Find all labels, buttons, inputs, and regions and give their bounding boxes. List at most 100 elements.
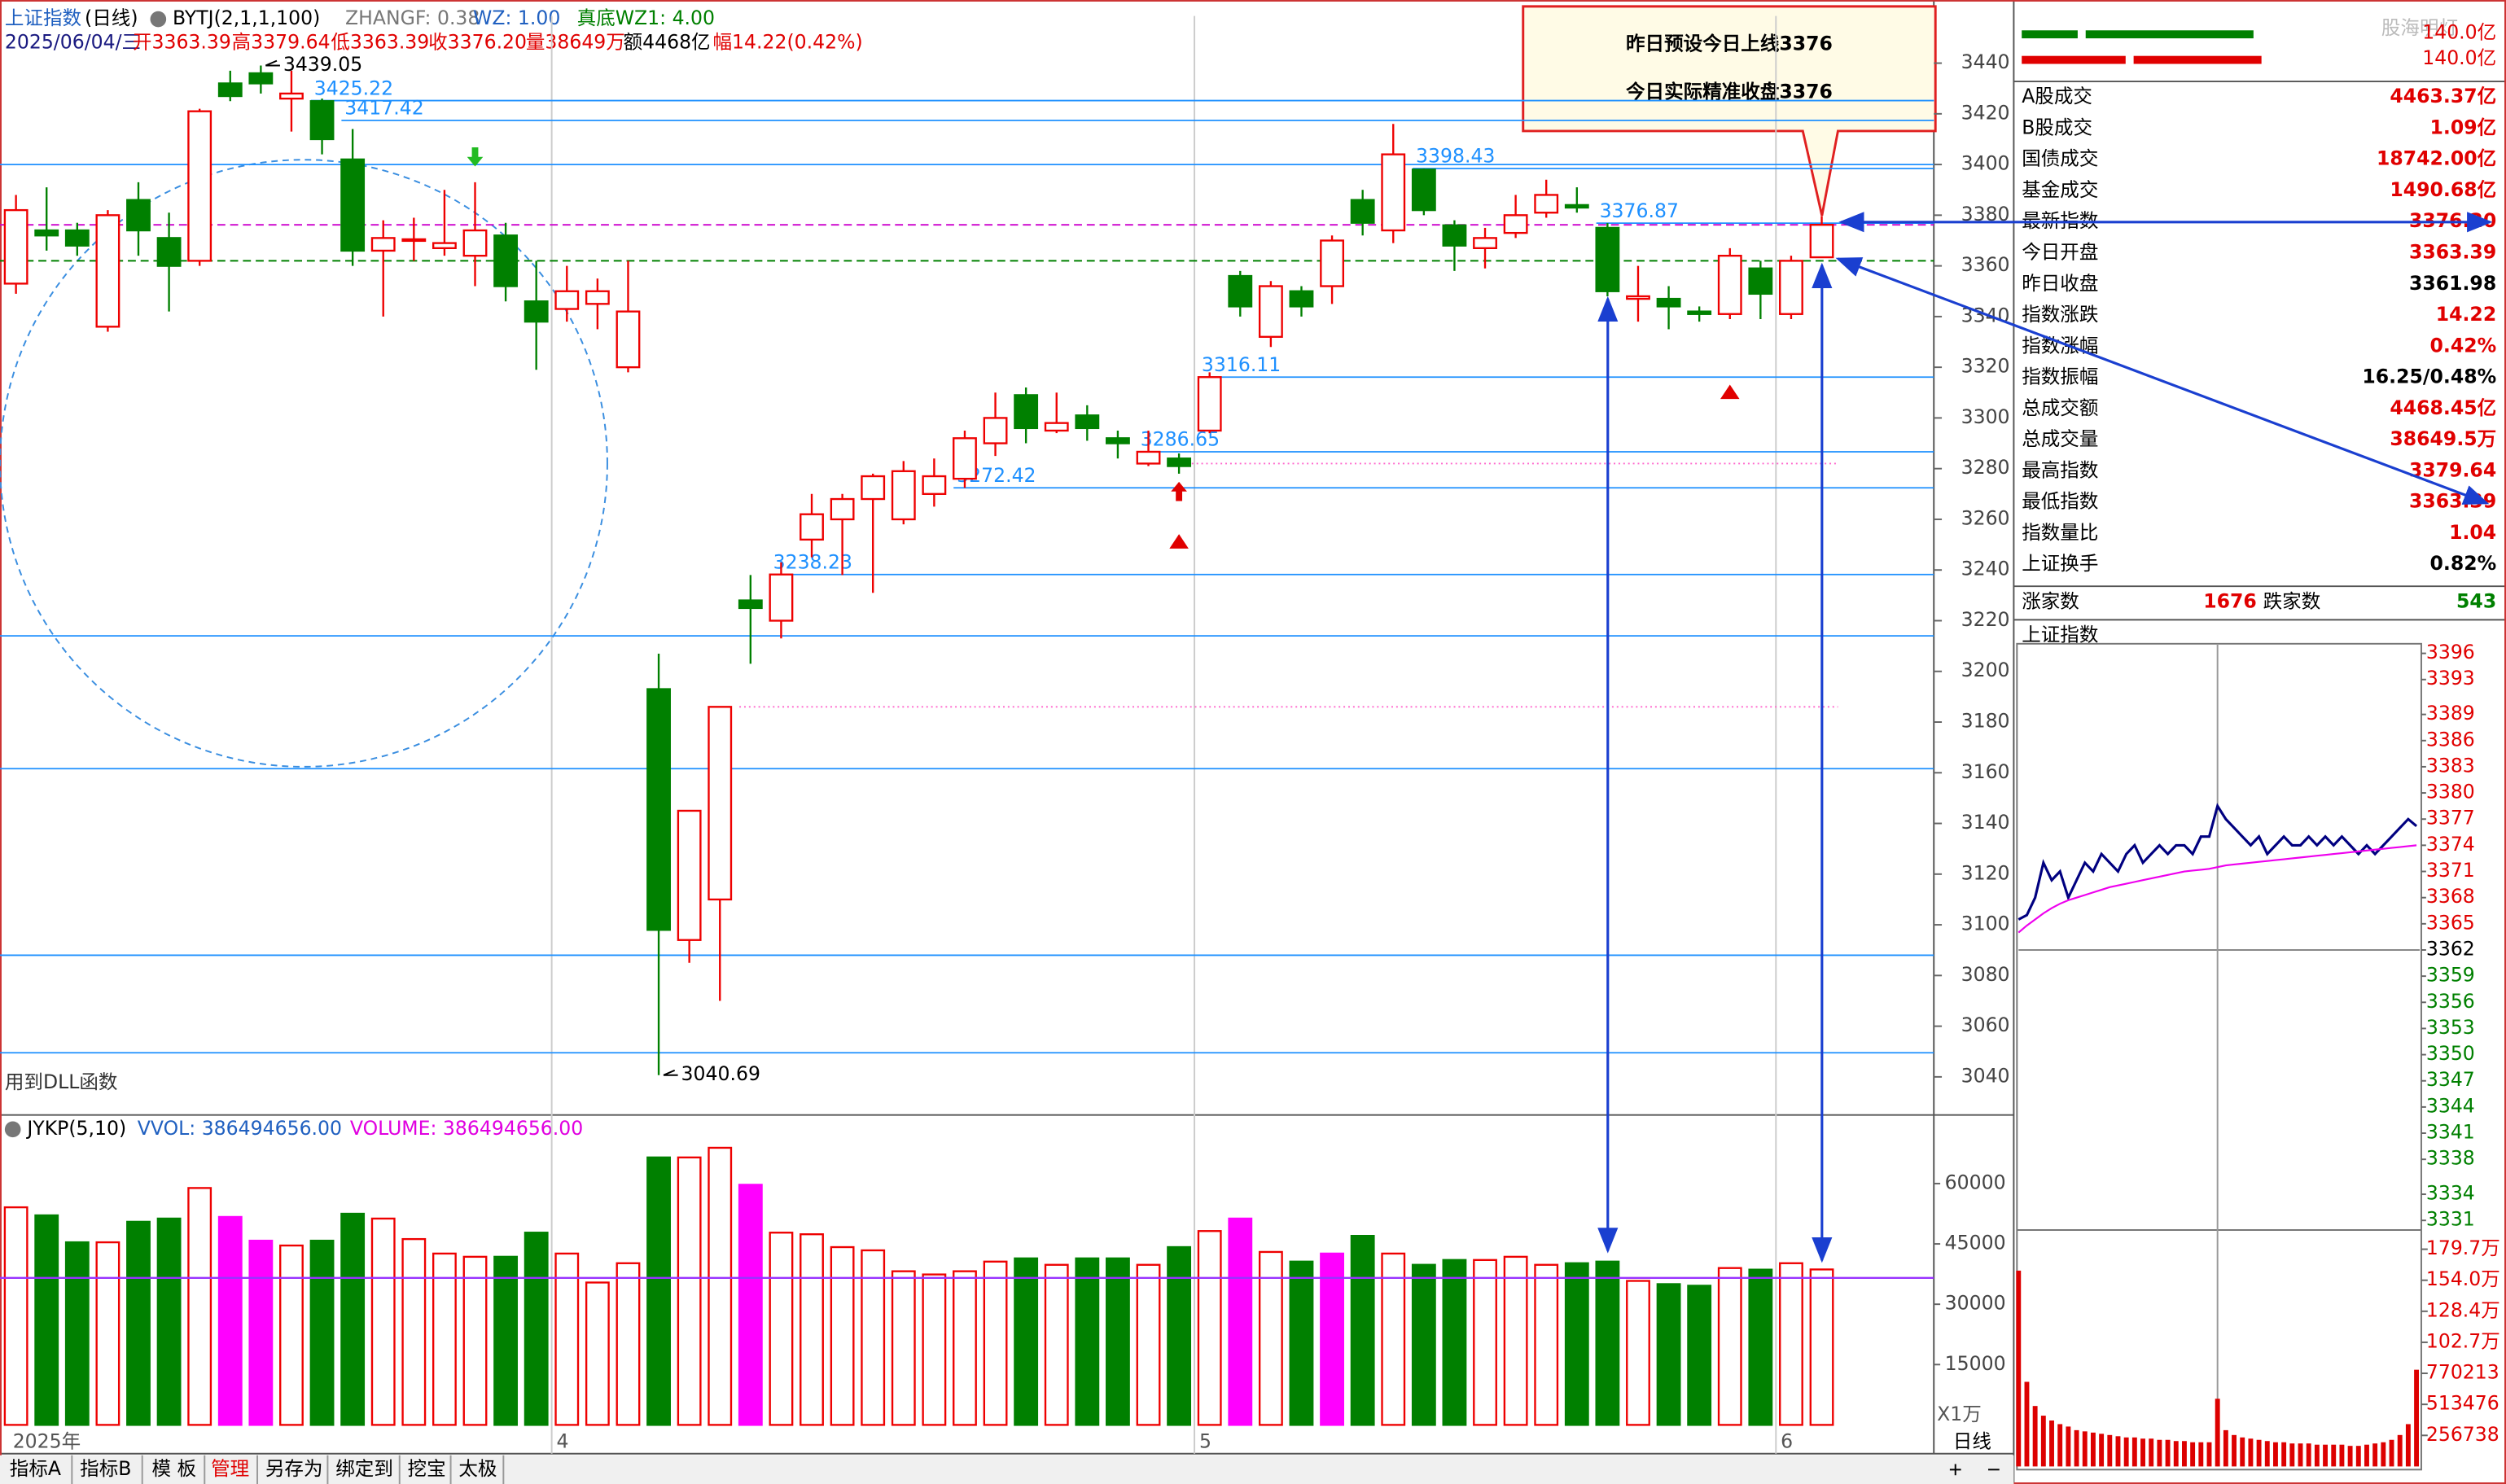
volume-bar <box>1381 1252 1406 1426</box>
volume-bar <box>2381 1442 2386 1467</box>
volume-bar <box>2181 1441 2187 1467</box>
y-tick-label: 3393 <box>2426 667 2475 689</box>
candle-body <box>1687 310 1712 315</box>
y-tick-label: 3374 <box>2426 833 2475 856</box>
volume-bar <box>2032 1406 2038 1467</box>
candle-body <box>1656 297 1681 308</box>
candle-body <box>1014 394 1039 430</box>
volume-bar <box>891 1270 916 1426</box>
candle-body <box>1779 260 1803 315</box>
tab[interactable]: 挖宝 <box>408 1457 446 1480</box>
note: 用到DLL函数 <box>5 1070 118 1093</box>
scale-label: 140.0亿 <box>2422 21 2496 44</box>
zoom-in[interactable] <box>1949 1464 1961 1476</box>
tab[interactable]: 另存为 <box>265 1457 323 1480</box>
volume-bar <box>2190 1442 2196 1467</box>
info-value: 3363.39 <box>2409 241 2496 264</box>
tab-bar-bg <box>0 1455 2014 1484</box>
y-tick-label: 3060 <box>1961 1013 2010 1036</box>
volume-bar <box>1167 1245 1192 1426</box>
candle-body <box>1442 224 1467 247</box>
tab[interactable]: 模 板 <box>151 1457 196 1480</box>
y-tick-label: 3383 <box>2426 754 2475 777</box>
volume-bar <box>953 1270 977 1426</box>
tab[interactable]: 管理 <box>211 1457 249 1480</box>
candle-body <box>3 208 28 285</box>
info-label: 国债成交 <box>2022 147 2098 170</box>
volume-bar <box>1106 1257 1130 1426</box>
volume-indicator: VVOL: 386494656.00 <box>138 1117 342 1140</box>
candle-body <box>279 92 304 100</box>
tab[interactable]: 指标B <box>80 1457 131 1480</box>
extreme-pointer <box>265 59 280 67</box>
info-value: 14.22 <box>2436 303 2496 326</box>
quote-high: 高3379.64 <box>232 30 331 53</box>
candle-body <box>1411 169 1436 212</box>
volume-bar <box>1197 1230 1222 1426</box>
tab[interactable]: 指标A <box>10 1457 61 1480</box>
y-tick-label: 3350 <box>2426 1042 2475 1065</box>
info-label: 今日开盘 <box>2022 241 2098 264</box>
volume-bar <box>2314 1444 2320 1467</box>
volume-bar <box>126 1220 151 1426</box>
candle-body <box>983 417 1008 444</box>
y-tick-label: 3160 <box>1961 760 2010 783</box>
y-tick-label: 3040 <box>1961 1064 2010 1087</box>
plots: 3040 3060 3080 3100 3120 3140 3160 3180 3200 3220… <box>0 15 2500 1467</box>
volume-bar <box>2281 1442 2287 1467</box>
volume-bar <box>1075 1257 1100 1426</box>
volume-bar <box>2149 1438 2154 1467</box>
candle-body <box>830 497 855 521</box>
volume-bar <box>95 1241 120 1426</box>
volume-bar <box>2173 1441 2179 1467</box>
sell-bar <box>2133 55 2262 64</box>
y-tick-label: 3120 <box>1961 861 2010 884</box>
volume-bar <box>2414 1369 2420 1467</box>
volume-bar <box>3 1206 28 1426</box>
y-tick-label: 128.4万 <box>2426 1298 2500 1321</box>
volume-bar <box>2347 1446 2353 1467</box>
volume-bar <box>340 1212 366 1426</box>
volume-bar <box>2331 1444 2337 1467</box>
tab[interactable]: 太极 <box>458 1457 497 1480</box>
info-label: A股成交 <box>2022 85 2092 107</box>
info-label: 昨日收盘 <box>2022 272 2098 295</box>
breadth-label: 涨家数 <box>2022 589 2079 612</box>
volume-bar <box>2165 1439 2171 1467</box>
tab[interactable]: 绑定到 <box>335 1457 393 1480</box>
volume-bar <box>1534 1263 1559 1426</box>
candle-body <box>524 300 549 323</box>
volume-bar <box>708 1146 733 1426</box>
volume-bar <box>370 1217 396 1426</box>
volume-bar <box>2016 1270 2022 1467</box>
candle-body <box>309 100 335 141</box>
volume-bar <box>2040 1416 2046 1467</box>
level-label: 3316.11 <box>1202 353 1281 376</box>
index-title: 上证指数 <box>5 7 81 29</box>
breadth-value: 543 <box>2456 589 2496 612</box>
period-tab[interactable]: 日线 <box>1953 1429 1991 1452</box>
volume-bar <box>2240 1437 2245 1467</box>
volume-bar <box>524 1232 549 1426</box>
volume-bar <box>2355 1446 2361 1467</box>
volume-bar <box>2115 1436 2121 1467</box>
volume-bar <box>2397 1434 2403 1467</box>
volume-bar <box>1320 1252 1344 1426</box>
level-label: 3376.87 <box>1600 199 1679 222</box>
y-tick-label: 45000 <box>1945 1232 2006 1254</box>
y-tick-label: 30000 <box>1945 1292 2006 1315</box>
candle-body <box>616 310 641 369</box>
volume-bar <box>2099 1434 2105 1467</box>
y-tick-label: 3356 <box>2426 990 2475 1013</box>
candle-body <box>1748 267 1773 295</box>
indicator: WZ: 1.00 <box>473 7 560 29</box>
quote-low: 低3363.39 <box>331 30 429 53</box>
volume-bar <box>1289 1260 1314 1426</box>
indicator: BYTJ(2,1,1,100) <box>173 7 320 29</box>
y-tick-label: 3362 <box>2426 937 2475 960</box>
level-label: 3286.65 <box>1141 428 1220 451</box>
candle-body <box>401 238 427 243</box>
volume-bar <box>2198 1442 2204 1467</box>
volume-bar <box>64 1241 90 1426</box>
info-value: 4463.37亿 <box>2390 85 2496 107</box>
